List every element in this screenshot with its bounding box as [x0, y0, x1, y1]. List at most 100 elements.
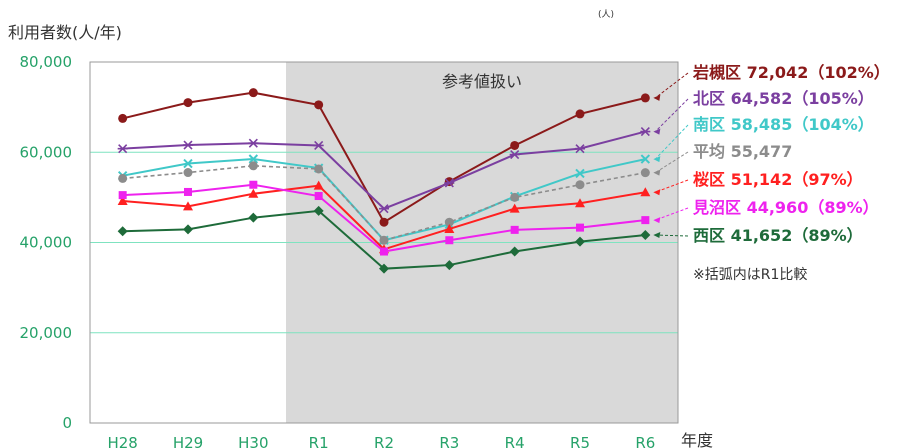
series: 西区 41,652（89%）	[117, 205, 863, 274]
data-point	[379, 217, 389, 227]
x-tick-label: R2	[374, 434, 394, 448]
series-end-label: 西区 41,652（89%）	[693, 226, 863, 245]
data-point	[640, 168, 650, 178]
leader-arrowhead	[653, 169, 661, 176]
data-point	[640, 127, 651, 137]
series-name: 南区	[693, 115, 731, 134]
series-end-label: 南区 58,485（104%）	[693, 115, 874, 134]
series-value: 55,477	[731, 142, 793, 161]
series: 桜区 51,142（97%）	[117, 170, 863, 254]
x-tick-label: H28	[107, 434, 137, 448]
data-point	[183, 201, 193, 211]
data-point	[314, 192, 323, 201]
data-point	[509, 149, 520, 160]
series-value: 41,652	[731, 226, 793, 245]
data-point	[510, 192, 520, 202]
data-point	[510, 225, 519, 234]
data-point	[248, 212, 259, 223]
x-tick-label: R3	[439, 434, 459, 448]
y-axis-title: 利用者数(人/年)	[8, 23, 122, 42]
data-point	[118, 113, 128, 123]
series-name: 見沼区	[692, 198, 747, 217]
x-tick-label: H30	[238, 434, 268, 448]
series-end-label: 平均 55,477	[693, 142, 792, 161]
series-value: 72,042	[747, 63, 809, 82]
data-point	[313, 140, 324, 151]
data-point	[575, 168, 585, 179]
y-tick-label: 40,000	[20, 234, 73, 252]
reference-region-label: 参考値扱い	[442, 72, 522, 91]
plot-frame	[89, 61, 679, 424]
data-point	[640, 230, 651, 241]
leader-line	[655, 207, 689, 221]
x-tick-label: R4	[505, 434, 525, 448]
series-percent: （89%）	[808, 198, 878, 217]
series-percent: （89%）	[792, 226, 862, 245]
data-point	[249, 180, 258, 189]
y-tick-label: 0	[62, 414, 72, 432]
data-point	[380, 247, 388, 256]
leader-line	[655, 151, 689, 174]
series-name: 岩槻区	[692, 63, 747, 82]
footnote: ※括弧内はR1比較	[693, 267, 807, 283]
data-point	[248, 154, 259, 164]
data-point	[576, 223, 584, 232]
series-line	[122, 164, 646, 242]
leader-line	[654, 124, 689, 160]
data-point	[117, 226, 128, 237]
series-end-label: 見沼区 44,960（89%）	[692, 198, 879, 217]
data-point	[183, 158, 193, 169]
data-point	[313, 205, 324, 216]
data-point	[640, 154, 651, 164]
data-point	[444, 260, 455, 271]
data-point	[184, 187, 192, 196]
data-point	[575, 144, 585, 154]
data-point	[510, 140, 520, 150]
series: 北区 64,582（105%）	[117, 89, 874, 214]
series-percent: （97%）	[792, 170, 862, 189]
series-percent: （105%）	[792, 89, 873, 108]
leader-arrowhead	[653, 232, 661, 239]
series-end-label: 北区 64,582（105%）	[693, 89, 874, 108]
data-point	[379, 263, 389, 274]
data-point	[444, 223, 455, 233]
series-value: 58,485	[731, 115, 793, 134]
data-point	[117, 195, 128, 205]
x-tick-label: H29	[173, 434, 203, 448]
leader-arrowhead	[653, 189, 661, 196]
x-axis-title: 年度	[681, 431, 713, 448]
data-point	[575, 198, 585, 208]
y-tick-label: 80,000	[20, 53, 73, 71]
data-point	[248, 188, 259, 198]
data-point	[313, 180, 324, 190]
leader-arrowhead	[653, 156, 661, 163]
data-point	[575, 109, 585, 119]
leader-line	[654, 98, 689, 132]
y-tick-label: 20,000	[20, 324, 73, 342]
series-end-label: 岩槻区 72,042（102%）	[692, 63, 890, 82]
series-value: 44,960	[747, 198, 809, 217]
data-point	[509, 246, 520, 257]
data-point	[640, 187, 651, 197]
x-tick-label: R5	[570, 434, 590, 448]
data-point	[248, 88, 258, 98]
data-point	[314, 164, 324, 174]
data-point	[183, 140, 193, 150]
x-tick-label: R1	[309, 434, 329, 448]
leader-arrowhead	[653, 217, 661, 224]
series: 平均 55,477	[118, 142, 792, 245]
leader-line	[655, 179, 689, 193]
data-point	[117, 144, 128, 154]
data-point	[248, 161, 258, 171]
series-value: 64,582	[731, 89, 793, 108]
data-point	[575, 236, 585, 247]
data-point	[379, 204, 389, 214]
series-name: 平均	[693, 142, 731, 161]
series: 岩槻区 72,042（102%）	[118, 63, 890, 227]
data-point	[379, 235, 389, 245]
y-tick-label: 60,000	[20, 143, 73, 161]
data-point	[183, 224, 193, 235]
data-point	[183, 168, 193, 178]
series: 見沼区 44,960（89%）	[118, 180, 879, 256]
